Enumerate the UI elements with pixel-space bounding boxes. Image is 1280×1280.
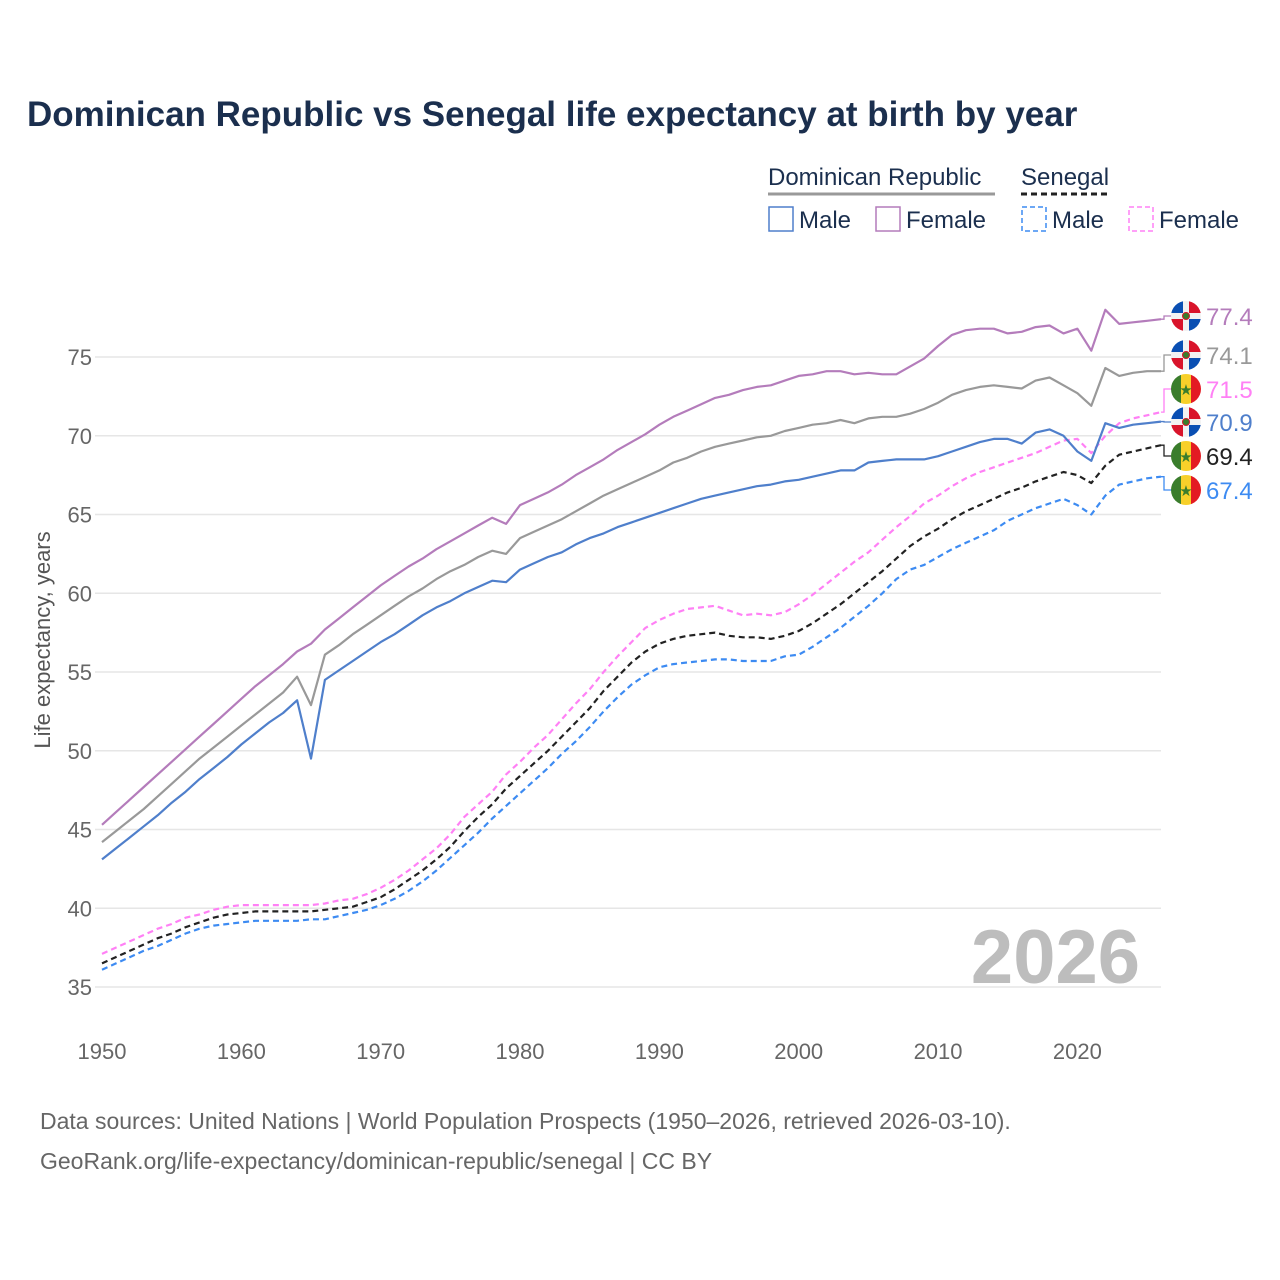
label-connector <box>1161 444 1173 457</box>
end-value-label: 70.9 <box>1206 410 1253 437</box>
x-tick-label: 2020 <box>1053 1039 1102 1064</box>
series-line-senegal-female <box>101 411 1162 955</box>
end-value-label: 77.4 <box>1206 304 1253 331</box>
y-tick-label: 45 <box>68 818 92 843</box>
x-tick-label: 1980 <box>496 1039 545 1064</box>
x-tick-label: 2000 <box>774 1039 823 1064</box>
y-axis-label: Life expectancy, years <box>30 531 55 748</box>
x-tick-label: 1990 <box>635 1039 684 1064</box>
senegal-flag-icon: ★ <box>1171 374 1201 404</box>
legend: Dominican Republic Senegal Male Female M… <box>768 164 1239 234</box>
legend-item-dr-female: Female <box>906 207 986 234</box>
legend-swatch-sn-female <box>1128 206 1154 232</box>
svg-text:★: ★ <box>1179 483 1192 500</box>
label-connector <box>1161 388 1173 413</box>
y-tick-label: 40 <box>68 896 92 921</box>
dominican-republic-flag-icon <box>1171 407 1201 437</box>
legend-swatch-dr-male <box>768 206 794 232</box>
dominican-republic-flag-icon <box>1171 340 1201 370</box>
chart-title: Dominican Republic vs Senegal life expec… <box>27 95 1078 134</box>
label-connector <box>1161 354 1173 372</box>
dominican-republic-flag-icon <box>1171 301 1201 331</box>
y-tick-label: 60 <box>68 581 92 606</box>
legend-group-senegal: Senegal <box>1021 164 1109 191</box>
legend-item-sn-female: Female <box>1159 207 1239 234</box>
footer-sources: Data sources: United Nations | World Pop… <box>40 1108 1011 1134</box>
svg-text:★: ★ <box>1179 449 1192 466</box>
label-connector <box>1161 476 1173 491</box>
end-value-label: 67.4 <box>1206 478 1253 505</box>
x-tick-label: 1970 <box>356 1039 405 1064</box>
end-value-label: 74.1 <box>1206 343 1253 370</box>
senegal-flag-icon: ★ <box>1171 441 1201 471</box>
y-tick-label: 70 <box>68 424 92 449</box>
y-tick-label: 55 <box>68 660 92 685</box>
series-line-dominican-republic-female <box>101 308 1162 826</box>
end-value-label: 69.4 <box>1206 444 1253 471</box>
series-line-senegal-male <box>101 475 1162 971</box>
y-tick-label: 50 <box>68 739 92 764</box>
senegal-flag-icon: ★ <box>1171 475 1201 505</box>
end-value-label: 71.5 <box>1206 377 1253 404</box>
series-line-dominican-republic-total <box>101 366 1161 843</box>
x-tick-label: 2010 <box>914 1039 963 1064</box>
y-tick-label: 65 <box>68 503 92 528</box>
x-tick-label: 1960 <box>217 1039 266 1064</box>
legend-swatch-sn-male <box>1021 206 1047 232</box>
y-tick-label: 75 <box>68 345 92 370</box>
x-tick-label: 1950 <box>78 1039 127 1064</box>
footer-link: GeoRank.org/life-expectancy/dominican-re… <box>40 1148 713 1174</box>
series-line-senegal-total <box>101 444 1162 965</box>
legend-item-dr-male: Male <box>799 207 851 234</box>
legend-swatch-dr-female <box>875 206 901 232</box>
series-line-dominican-republic-male <box>101 420 1162 861</box>
legend-item-sn-male: Male <box>1052 207 1104 234</box>
svg-text:★: ★ <box>1179 382 1192 399</box>
legend-group-dominican-republic: Dominican Republic <box>768 164 981 191</box>
year-watermark: 2026 <box>971 915 1140 1000</box>
y-tick-label: 35 <box>68 975 92 1000</box>
label-connector <box>1161 315 1173 320</box>
